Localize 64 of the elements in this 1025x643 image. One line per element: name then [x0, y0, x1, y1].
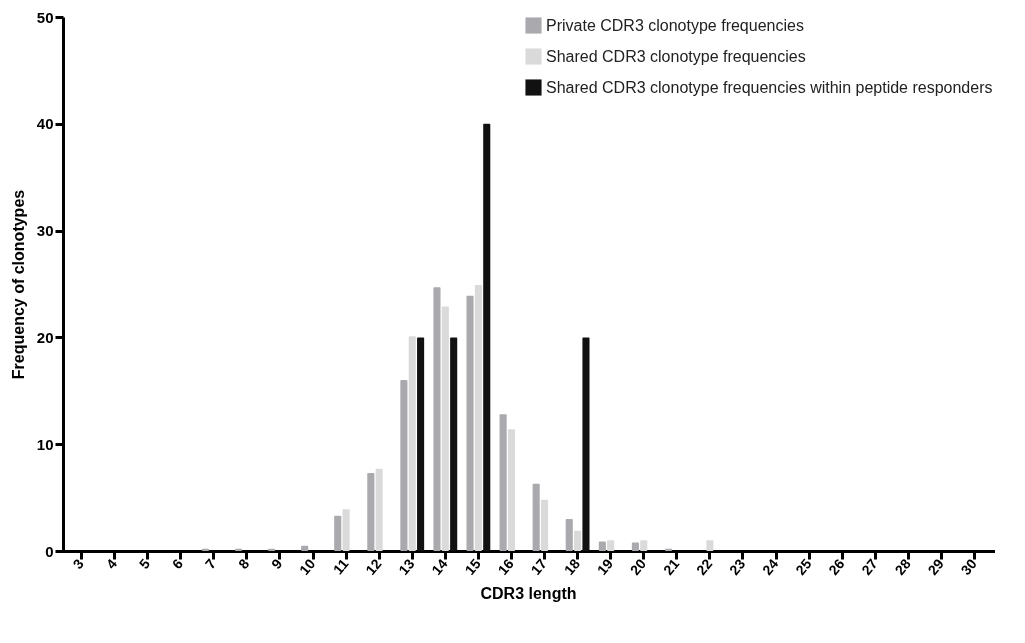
x-tick-label: 20 — [626, 555, 650, 578]
x-tick-label: 12 — [362, 555, 385, 578]
bar — [433, 287, 441, 551]
x-tick-label: 22 — [692, 555, 716, 578]
x-tick-label: 24 — [759, 555, 782, 578]
y-tick-label: 0 — [45, 542, 54, 560]
x-tick-label: 18 — [560, 555, 584, 578]
x-tick-label: 9 — [268, 555, 286, 572]
x-tick-label: 27 — [858, 555, 881, 578]
y-tick-label: 20 — [36, 328, 54, 346]
legend-label: Private CDR3 clonotype frequencies — [546, 16, 804, 34]
bar — [565, 518, 573, 551]
x-tick-label: 26 — [825, 555, 848, 578]
bar — [640, 540, 648, 551]
bar — [706, 540, 714, 551]
bar — [540, 499, 549, 551]
x-tick-label: 17 — [527, 555, 551, 578]
bar — [417, 337, 425, 551]
bar — [334, 515, 342, 551]
bar — [450, 337, 458, 551]
x-tick-label: 14 — [428, 555, 451, 578]
x-tick-label: 21 — [659, 555, 683, 578]
x-tick-label: 30 — [957, 555, 980, 578]
x-tick-label: 15 — [461, 555, 484, 578]
bar — [367, 473, 375, 551]
x-tick-label: 11 — [329, 555, 352, 578]
x-tick-label: 19 — [593, 555, 617, 578]
x-axis-title: CDR3 length — [480, 584, 577, 602]
bar — [483, 123, 491, 551]
y-tick-label: 30 — [36, 222, 54, 240]
y-tick-label: 10 — [36, 435, 54, 453]
y-tick-label: 50 — [36, 8, 54, 26]
x-tick-label: 5 — [135, 555, 154, 572]
legend-label: Shared CDR3 clonotype frequencies within peptide responders — [546, 78, 993, 96]
bar — [574, 530, 582, 551]
x-tick-label: 13 — [395, 555, 418, 578]
y-axis-title: Frequency of clonotypes — [9, 189, 27, 380]
bar — [408, 336, 416, 551]
bar — [607, 540, 615, 551]
x-tick-label: 23 — [726, 555, 749, 578]
y-tick-label: 40 — [36, 115, 54, 133]
bar — [507, 429, 516, 551]
bar — [532, 483, 540, 551]
x-tick-label: 28 — [891, 555, 914, 578]
x-tick-label: 7 — [201, 555, 220, 572]
bar — [631, 542, 639, 551]
bar — [375, 468, 383, 551]
x-tick-label: 3 — [69, 555, 88, 572]
x-tick-label: 4 — [102, 555, 121, 572]
x-tick-label: 6 — [168, 555, 187, 572]
bar — [598, 541, 606, 551]
bar — [400, 380, 408, 551]
x-tick-label: 10 — [296, 555, 319, 578]
bar — [582, 337, 590, 551]
bar — [499, 414, 507, 551]
legend-label: Shared CDR3 clonotype frequencies — [546, 47, 806, 65]
x-tick-label: 25 — [792, 555, 815, 578]
bar — [474, 285, 482, 551]
x-tick-label: 29 — [924, 555, 947, 578]
bar — [466, 295, 474, 551]
bar — [342, 509, 350, 551]
bar — [441, 306, 449, 551]
x-tick-label: 8 — [234, 555, 253, 572]
x-tick-label: 16 — [494, 555, 517, 578]
